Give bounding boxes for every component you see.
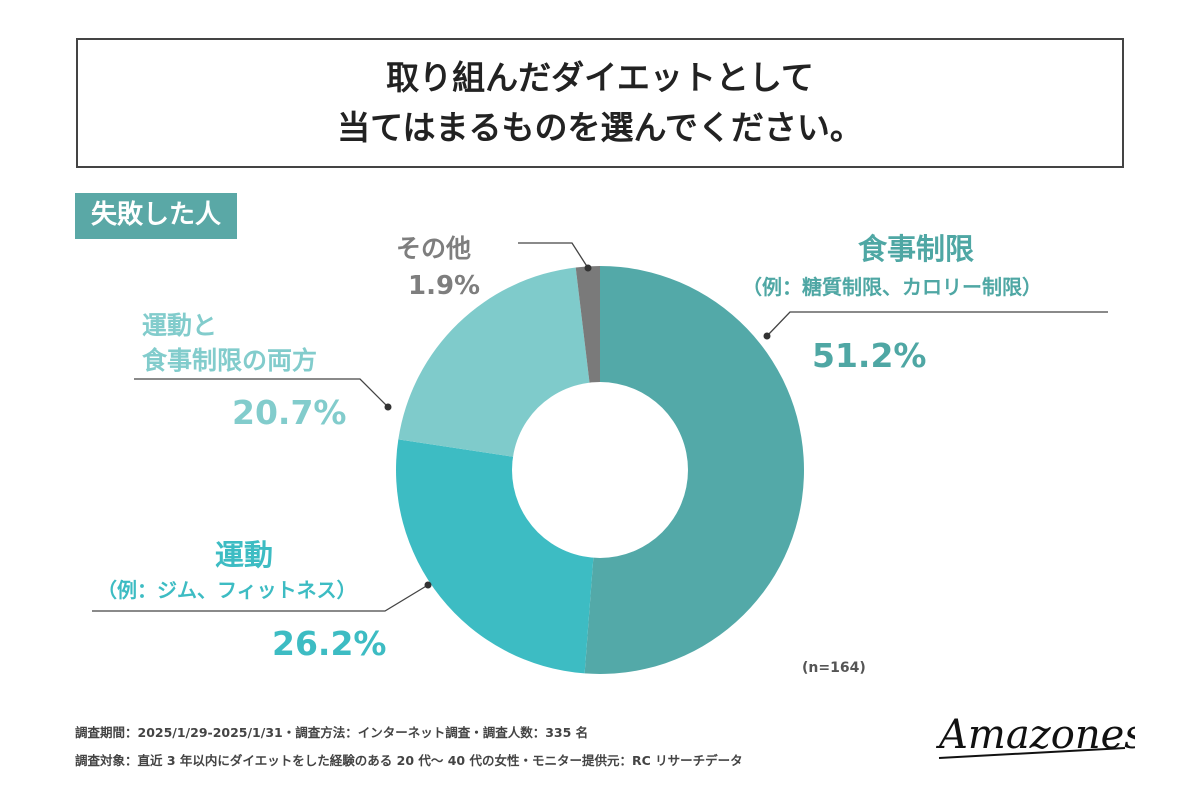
group-badge: 失敗した人 [75, 193, 238, 239]
slice-label-diet-name: 食事制限 [858, 232, 975, 266]
brand-logo-underline [938, 747, 1126, 759]
footnote-survey-period: 調査期間：2025/1/29-2025/1/31・調査方法：インターネット調査・… [75, 725, 589, 740]
question-title-box: 取り組んだダイエットとして 当てはまるものを選んでください。 [76, 38, 1124, 168]
leader-dot-diet [763, 332, 771, 340]
footnote-survey-target: 調査対象：直近 3 年以内にダイエットをした経験のある 20 代〜 40 代の女… [75, 753, 743, 768]
sample-size: (n=164) [802, 660, 866, 676]
slice-value-other: 1.9% [408, 271, 481, 301]
leader-line-other [518, 242, 589, 269]
question-title-line1: 取り組んだダイエットとして [386, 58, 814, 97]
slice-label-exercise-name: 運動 [215, 538, 274, 572]
leader-dot-exercise [424, 581, 432, 589]
slice-label-both-line1: 運動と [142, 311, 218, 340]
leader-dots [384, 264, 771, 589]
leader-line-diet [766, 311, 1108, 337]
leader-line-both [134, 378, 389, 408]
slice-label-both-line2: 食事制限の両方 [142, 346, 318, 375]
brand-logo-text: Amazones [935, 712, 1135, 758]
leader-dot-other [584, 264, 592, 272]
donut-hole [512, 382, 688, 558]
brand-logo: Amazones [935, 712, 1135, 759]
slice-value-exercise: 26.2% [272, 624, 387, 663]
leader-dot-both [384, 403, 392, 411]
slice-value-both: 20.7% [232, 393, 347, 432]
leader-line-exercise [92, 584, 429, 612]
slice-label-exercise-desc: （例：ジム、フィットネス） [97, 578, 357, 602]
slice-value-diet: 51.2% [812, 336, 927, 375]
leader-lines [92, 242, 1108, 612]
slice-label-other-name: その他 [396, 234, 472, 263]
question-title-line2: 当てはまるものを選んでください。 [337, 108, 863, 147]
donut-slice-diet [584, 266, 805, 674]
slice-label-diet-desc: （例：糖質制限、カロリー制限） [742, 275, 1042, 299]
